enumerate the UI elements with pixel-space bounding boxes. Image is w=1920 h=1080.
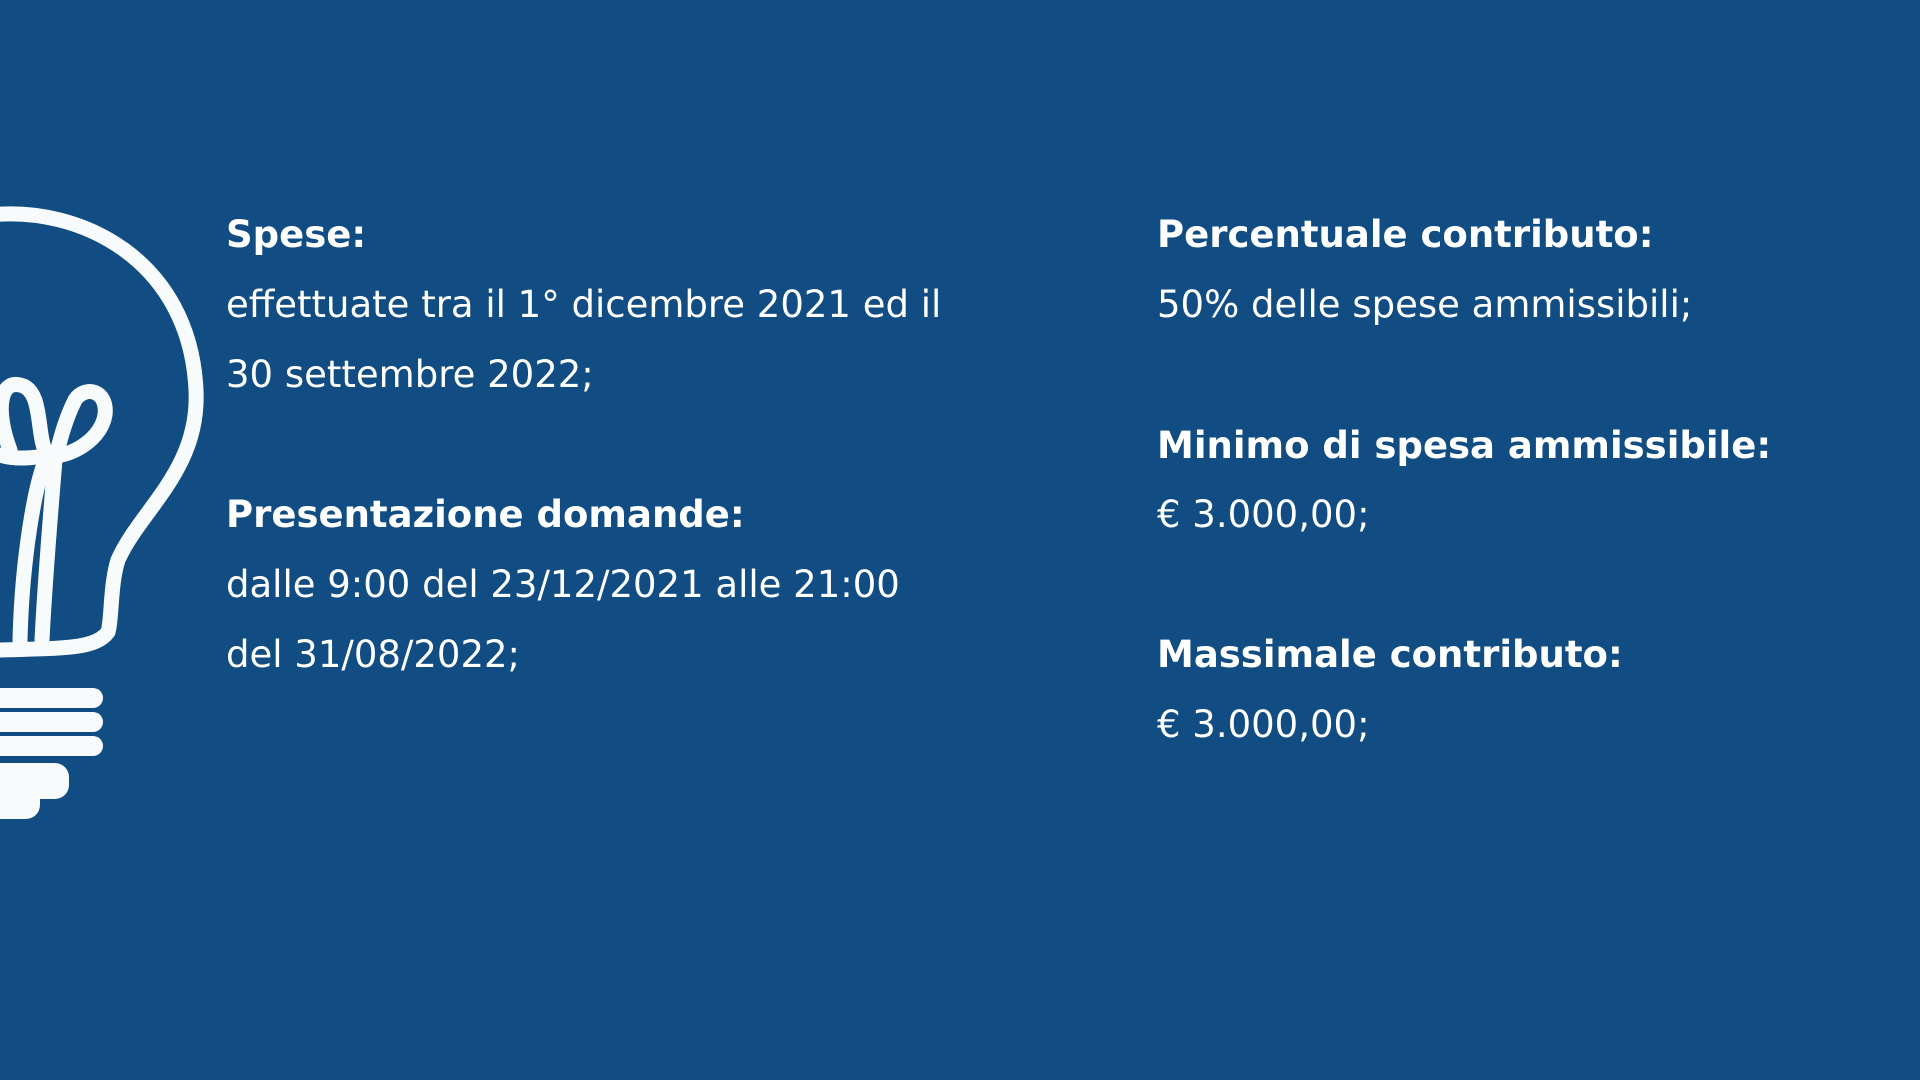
lightbulb-icon [0,206,204,819]
domande-text-line2: del 31/08/2022; [226,633,521,676]
massimale-heading: Massimale contributo: [1157,633,1623,676]
minimo-heading: Minimo di spesa ammissibile: [1157,424,1772,467]
percentuale-heading: Percentuale contributo: [1157,213,1654,256]
spese-text-line2: 30 settembre 2022; [226,353,594,396]
domande-heading: Presentazione domande: [226,493,745,536]
minimo-value: € 3.000,00; [1157,493,1370,536]
domande-text-line1: dalle 9:00 del 23/12/2021 alle 21:00 [226,563,900,606]
spese-text-line1: effettuate tra il 1° dicembre 2021 ed il [226,283,942,326]
massimale-value: € 3.000,00; [1157,703,1370,746]
percentuale-value: 50% delle spese ammissibili; [1157,283,1693,326]
spese-heading: Spese: [226,213,367,256]
